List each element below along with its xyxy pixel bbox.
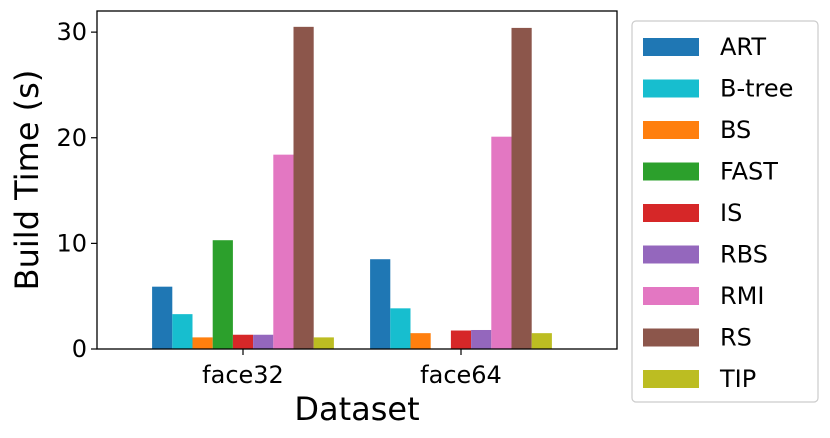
x-axis-ticks: face32 face64	[202, 349, 502, 389]
y-tick-label: 30	[56, 18, 87, 46]
bar-face64-rs	[511, 27, 532, 350]
legend-label-art: ART	[720, 33, 766, 61]
bar-face64-tip	[531, 333, 552, 349]
legend-swatch-rmi	[643, 287, 699, 305]
bar-face32-is	[232, 334, 254, 349]
legend-label-is: IS	[720, 199, 742, 227]
legend-label-rmi: RMI	[720, 282, 764, 310]
bar-face64-art	[370, 259, 391, 349]
legend-label-tip: TIP	[719, 365, 756, 393]
y-axis-title: Build Time (s)	[8, 70, 46, 291]
legend-swatch-rbs	[643, 245, 699, 264]
legend-label-bs: BS	[720, 116, 751, 144]
plot-frame	[96, 10, 618, 350]
legend-swatch-is	[643, 204, 699, 222]
legend-swatch-b-tree	[643, 79, 699, 98]
x-axis-title: Dataset	[294, 390, 419, 428]
legend-swatch-tip	[643, 370, 699, 388]
legend-label-fast: FAST	[720, 158, 778, 186]
bar-face32-fast	[212, 240, 233, 349]
y-tick-label: 0	[72, 335, 87, 363]
x-tick-label-face64: face64	[420, 361, 502, 389]
legend-label-rs: RS	[720, 324, 752, 352]
legend: ART B-tree BS FAST IS RBS RMI RS TIP	[631, 20, 819, 403]
legend-swatch-fast	[643, 162, 699, 181]
legend-swatch-bs	[643, 121, 699, 139]
legend-label-rbs: RBS	[720, 241, 768, 269]
legend-swatch-rs	[643, 328, 699, 347]
bar-face64-is	[450, 330, 472, 349]
bar-face32-tip	[313, 337, 334, 349]
y-axis-ticks: 0 10 20 30	[56, 18, 97, 363]
bar-face32-rs	[293, 26, 314, 350]
y-tick-label: 10	[56, 229, 87, 257]
bar-face64-rmi	[491, 136, 512, 349]
y-tick-label: 20	[56, 124, 87, 152]
bar-face64-rbs	[471, 329, 492, 349]
bar-face32-rbs	[253, 334, 274, 349]
bar-face32-bs	[192, 337, 213, 349]
legend-label-b-tree: B-tree	[720, 75, 793, 103]
bar-face32-rmi	[273, 154, 294, 349]
bar-face64-b-tree	[390, 308, 411, 349]
bar-face64-bs	[410, 333, 431, 349]
bar-face32-art	[152, 286, 173, 349]
bars-group	[152, 26, 552, 350]
legend-frame	[631, 20, 819, 403]
bar-face32-b-tree	[172, 314, 193, 349]
x-tick-label-face32: face32	[202, 361, 284, 389]
legend-swatch-art	[643, 38, 699, 56]
